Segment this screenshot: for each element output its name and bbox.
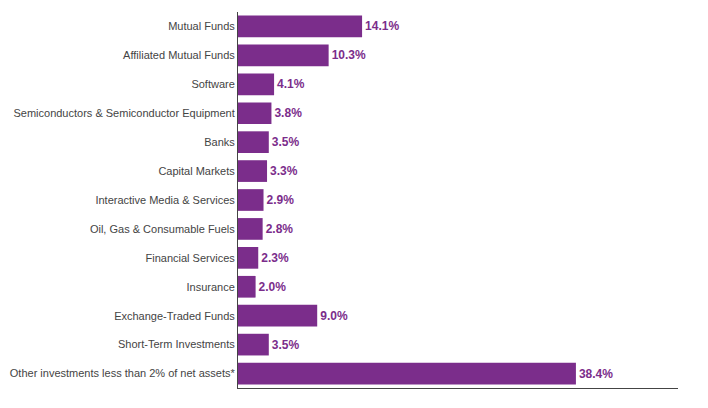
svg-text:9.0%: 9.0%	[320, 309, 348, 323]
svg-text:3.5%: 3.5%	[272, 135, 300, 149]
svg-text:Semiconductors & Semiconductor: Semiconductors & Semiconductor Equipment	[13, 107, 234, 119]
svg-text:Oil, Gas & Consumable Fuels: Oil, Gas & Consumable Fuels	[90, 223, 235, 235]
svg-text:38.4%: 38.4%	[579, 367, 613, 381]
svg-text:3.8%: 3.8%	[274, 106, 302, 120]
svg-text:Capital Markets: Capital Markets	[158, 165, 235, 177]
svg-text:2.0%: 2.0%	[259, 280, 287, 294]
svg-text:Financial Services: Financial Services	[146, 252, 236, 264]
svg-text:Interactive Media & Services: Interactive Media & Services	[95, 194, 235, 206]
svg-text:2.9%: 2.9%	[267, 193, 295, 207]
svg-text:Short-Term Investments: Short-Term Investments	[118, 338, 235, 350]
svg-text:Software: Software	[191, 78, 234, 90]
svg-text:Insurance: Insurance	[186, 281, 234, 293]
svg-text:14.1%: 14.1%	[365, 19, 399, 33]
svg-text:2.3%: 2.3%	[261, 251, 289, 265]
svg-text:3.3%: 3.3%	[270, 164, 298, 178]
svg-text:Banks: Banks	[204, 136, 235, 148]
svg-text:Exchange-Traded Funds: Exchange-Traded Funds	[114, 310, 235, 322]
svg-text:Affiliated Mutual Funds: Affiliated Mutual Funds	[123, 49, 235, 61]
svg-text:4.1%: 4.1%	[277, 77, 305, 91]
svg-text:Mutual Funds: Mutual Funds	[168, 20, 235, 32]
svg-text:2.8%: 2.8%	[266, 222, 294, 236]
svg-text:Other investments less than 2%: Other investments less than 2% of net as…	[10, 367, 236, 379]
svg-text:10.3%: 10.3%	[332, 48, 366, 62]
svg-text:3.5%: 3.5%	[272, 338, 300, 352]
